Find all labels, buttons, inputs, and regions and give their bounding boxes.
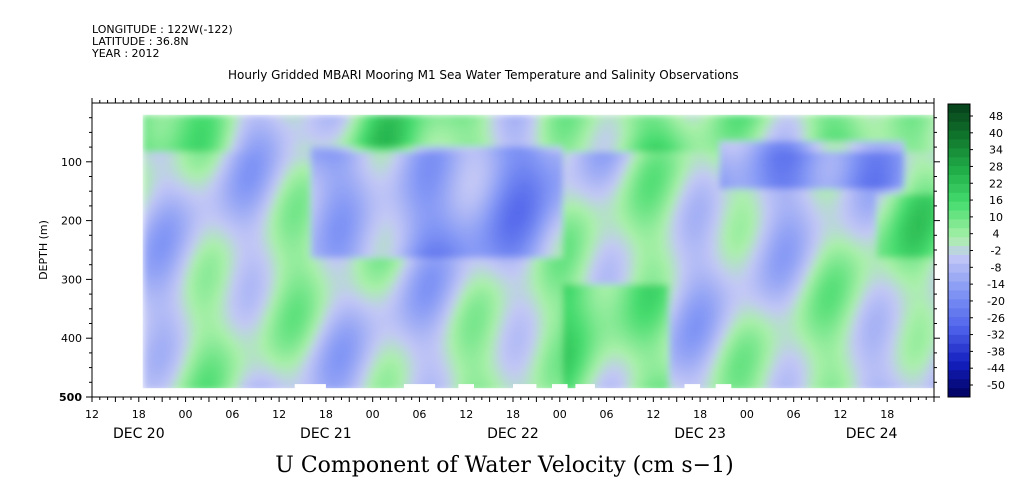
y-tick-label: 100 xyxy=(61,156,82,169)
colorbar-label: -44 xyxy=(987,362,1005,375)
y-axis-label: DEPTH (m) xyxy=(37,220,50,280)
colorbar-segment xyxy=(948,325,970,336)
y-tick-label: 500 xyxy=(59,391,82,404)
colorbar-segment xyxy=(948,281,970,291)
colorbar-segment xyxy=(948,352,970,362)
colorbar-segment xyxy=(948,210,970,220)
x-date-label: DEC 20 xyxy=(113,426,165,442)
colorbar-segment xyxy=(948,317,970,327)
colorbar-segment xyxy=(948,112,970,123)
colorbar-label: 28 xyxy=(989,160,1003,173)
colorbar-segment xyxy=(948,175,970,185)
colorbar-label: -14 xyxy=(987,278,1005,291)
colorbar-segment xyxy=(948,308,970,318)
colorbar-segment xyxy=(948,388,970,398)
x-tick-label: 18 xyxy=(319,408,333,421)
colorbar-segment xyxy=(948,130,970,140)
x-tick-label: 12 xyxy=(646,408,660,421)
colorbar-label: -2 xyxy=(991,245,1002,258)
latitude-label: LATITUDE : 36.8N xyxy=(92,35,189,48)
chart-title: Hourly Gridded MBARI Mooring M1 Sea Wate… xyxy=(228,68,739,82)
y-tick-label: 400 xyxy=(61,332,82,345)
colorbar-label: 16 xyxy=(989,194,1003,207)
colorbar-label: 22 xyxy=(989,177,1003,190)
colorbar-label: -8 xyxy=(991,261,1002,274)
colorbar-segment xyxy=(948,183,970,194)
colorbar-segment xyxy=(948,166,970,176)
x-tick-label: 12 xyxy=(833,408,847,421)
colorbar-segment xyxy=(948,290,970,300)
axes: 12 18 00 06 12 18 00 06 12 18 00 06 12 18 00 06 12 18 DEC … xyxy=(59,98,940,442)
heatmap xyxy=(92,103,934,397)
y-tick-label: 300 xyxy=(61,273,82,286)
x-tick-label: 18 xyxy=(506,408,520,421)
x-tick-label: 06 xyxy=(600,408,614,421)
colorbar-label: 34 xyxy=(989,144,1003,157)
colorbar-segment xyxy=(948,254,970,265)
colorbar-segment xyxy=(948,121,970,132)
metadata-block: LONGITUDE : 122W(-122) LATITUDE : 36.8N … xyxy=(92,24,233,60)
x-date-label: DEC 24 xyxy=(846,426,898,442)
x-date-label: DEC 23 xyxy=(674,426,726,442)
colorbar-label: -50 xyxy=(987,379,1005,392)
colorbar-segment xyxy=(948,148,970,158)
colorbar: 48 40 34 28 22 16 10 4 -2 -8 -14 -20 -26 -32 -38 -44 -50 xyxy=(947,103,1005,398)
x-tick-label: 06 xyxy=(412,408,426,421)
x-tick-label: 00 xyxy=(179,408,193,421)
x-tick-label: 06 xyxy=(225,408,239,421)
colorbar-label: 48 xyxy=(989,110,1003,123)
x-tick-label: 18 xyxy=(132,408,146,421)
colorbar-segment xyxy=(948,370,970,380)
x-tick-label: 12 xyxy=(85,408,99,421)
x-tick-label: 00 xyxy=(553,408,567,421)
year-label: YEAR : 2012 xyxy=(92,47,160,60)
colorbar-segment xyxy=(948,334,970,345)
colorbar-segment xyxy=(948,139,970,149)
colorbar-segment xyxy=(948,237,970,247)
x-tick-label: 00 xyxy=(366,408,380,421)
colorbar-segment xyxy=(948,343,970,354)
colorbar-label: -20 xyxy=(987,295,1005,308)
x-tick-label: 18 xyxy=(693,408,707,421)
colorbar-segment xyxy=(948,299,970,309)
x-tick-label: 12 xyxy=(459,408,473,421)
colorbar-label: -32 xyxy=(987,329,1005,342)
colorbar-label: -26 xyxy=(987,312,1005,325)
colorbar-label: 40 xyxy=(989,127,1003,140)
colorbar-segment xyxy=(948,157,970,167)
colorbar-segment xyxy=(948,219,970,229)
colorbar-label: 4 xyxy=(993,228,1000,241)
longitude-label: LONGITUDE : 122W(-122) xyxy=(92,23,233,36)
colorbar-label: -38 xyxy=(987,345,1005,358)
colorbar-label: 10 xyxy=(989,211,1003,224)
x-tick-label: 12 xyxy=(272,408,286,421)
x-date-label: DEC 22 xyxy=(487,426,539,442)
colorbar-segment xyxy=(948,201,970,211)
colorbar-segment xyxy=(948,192,970,203)
colorbar-segment xyxy=(948,379,970,389)
colorbar-segment xyxy=(948,272,970,282)
x-tick-label: 06 xyxy=(787,408,801,421)
x-tick-label: 00 xyxy=(740,408,754,421)
variable-title: U Component of Water Velocity (cm s−1) xyxy=(275,453,734,478)
colorbar-segment xyxy=(948,361,970,371)
colorbar-segment xyxy=(948,263,970,274)
y-tick-label: 200 xyxy=(61,215,82,228)
x-tick-label: 18 xyxy=(880,408,894,421)
colorbar-segment xyxy=(948,246,970,256)
colorbar-segment xyxy=(948,228,970,238)
colorbar-segment xyxy=(948,104,970,114)
x-date-label: DEC 21 xyxy=(300,426,352,442)
